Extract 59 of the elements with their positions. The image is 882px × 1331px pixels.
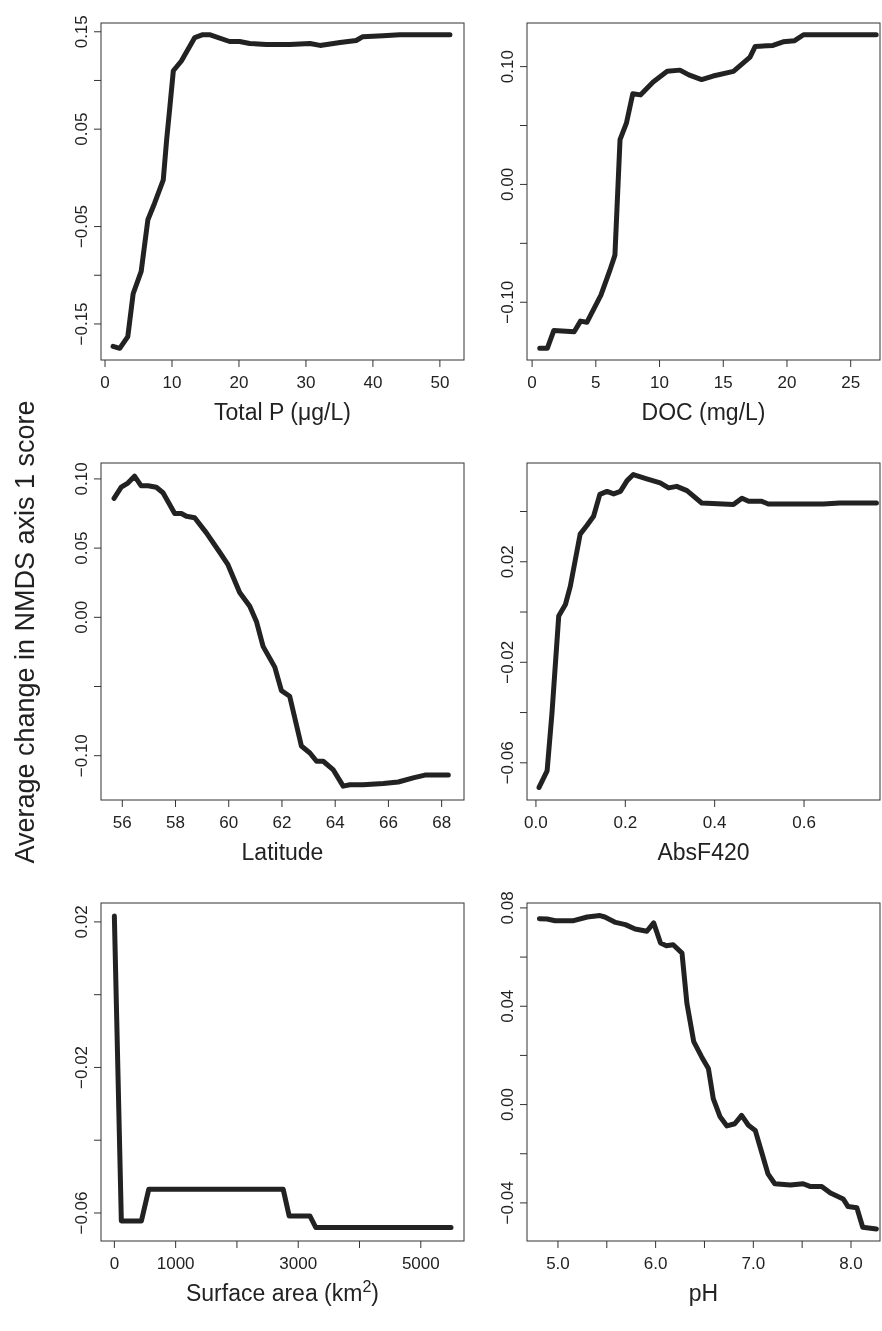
y-tick-label: 0.04 [498,989,517,1023]
x-tick-label: 0 [100,373,110,392]
x-tick-label: 0.0 [524,813,548,832]
y-tick-label: −0.04 [498,1181,517,1225]
x-axis-title: Total P (μg/L) [214,399,351,425]
x-tick-label: 0 [109,1254,120,1273]
x-tick-label: 50 [430,373,450,392]
x-tick-label: 0.2 [613,813,638,832]
x-tick-label: 60 [219,813,239,832]
x-tick-label: 10 [650,373,669,392]
x-axis-title: AbsF420 [657,839,750,865]
y-tick-label: 0.08 [498,891,517,925]
x-tick-label: 5000 [401,1254,440,1273]
y-tick-label: 0.02 [498,545,517,579]
y-tick-label: −0.10 [498,280,517,324]
y-tick-label: 0.05 [72,112,91,146]
y-tick-label: −0.06 [72,1191,91,1235]
y-tick-label: 0.10 [72,462,91,496]
y-tick-label: −0.02 [72,1045,91,1089]
y-tick-label: 0.00 [498,167,517,201]
x-tick-label: 20 [777,373,797,392]
y-tick-label: −0.10 [72,734,91,778]
x-axis-title: pH [688,1280,719,1306]
x-tick-label: 40 [363,373,383,392]
x-tick-label: 66 [378,813,398,832]
y-tick-label: 0.05 [72,531,91,565]
y-tick-label: −0.15 [72,302,91,346]
x-axis-title: DOC (mg/L) [641,399,766,425]
x-tick-label: 5 [591,373,601,392]
x-tick-label: 0.6 [792,813,816,832]
x-tick-label: 62 [272,813,292,832]
x-tick-label: 68 [432,813,452,832]
y-tick-label: −0.05 [72,205,91,249]
y-tick-label: 0.10 [498,50,517,84]
x-tick-label: 15 [713,373,733,392]
y-axis-title: Average change in NMDS axis 1 score [10,400,40,864]
x-axis-title: Surface area (km$^{2}$) [185,1277,380,1306]
y-tick-label: −0.06 [498,741,517,785]
y-tick-label: −0.02 [498,640,517,684]
x-tick-label: 0 [527,373,537,392]
x-tick-label: 25 [841,373,861,392]
x-tick-label: 6.0 [643,1254,668,1273]
x-tick-label: 56 [112,813,132,832]
x-tick-label: 10 [162,373,182,392]
x-tick-label: 30 [296,373,316,392]
y-tick-label: 0.15 [72,15,91,49]
x-tick-label: 0.4 [702,813,727,832]
y-tick-label: 0.00 [498,1088,517,1122]
x-tick-label: 3000 [279,1254,318,1273]
x-tick-label: 5.0 [546,1254,570,1273]
x-tick-label: 8.0 [839,1254,863,1273]
x-tick-label: 64 [325,813,345,832]
x-axis-title: Latitude [241,839,324,865]
x-tick-label: 7.0 [741,1254,766,1273]
x-tick-label: 1000 [156,1254,195,1273]
y-tick-label: 0.02 [72,905,91,939]
y-tick-label: 0.00 [72,600,91,634]
x-tick-label: 20 [229,373,249,392]
x-tick-label: 58 [166,813,185,832]
